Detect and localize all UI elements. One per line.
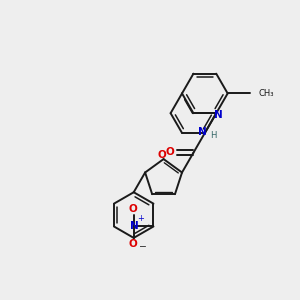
Text: N: N [197,127,206,137]
Text: CH₃: CH₃ [259,89,274,98]
Text: O: O [158,150,166,161]
Text: N: N [214,110,223,120]
Text: +: + [137,214,144,223]
Text: O: O [129,204,138,214]
Text: O: O [166,147,175,158]
Text: N: N [130,221,139,232]
Text: H: H [210,131,216,140]
Text: O: O [129,239,138,249]
Text: −: − [139,241,146,250]
